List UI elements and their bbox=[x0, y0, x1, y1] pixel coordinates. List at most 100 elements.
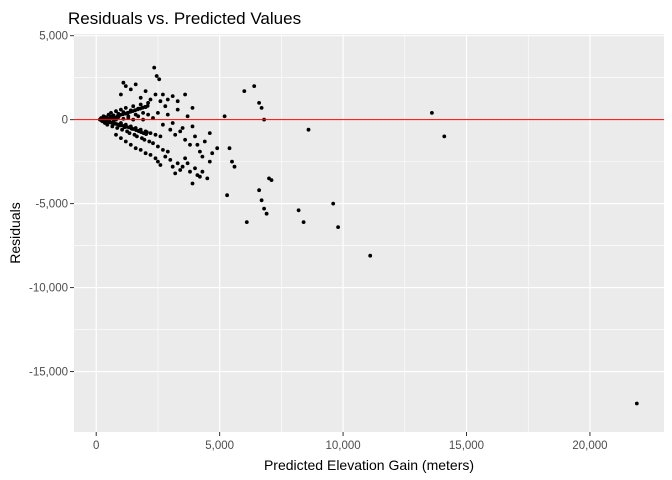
chart-title: Residuals vs. Predicted Values bbox=[68, 9, 301, 28]
plot-panel bbox=[74, 34, 664, 432]
data-point bbox=[123, 84, 128, 88]
data-point bbox=[200, 154, 205, 159]
data-point bbox=[232, 164, 237, 169]
data-point bbox=[145, 104, 150, 108]
data-point bbox=[141, 111, 146, 115]
data-point bbox=[123, 139, 128, 144]
data-point bbox=[148, 131, 153, 136]
data-point bbox=[170, 164, 175, 169]
data-point bbox=[306, 127, 311, 132]
data-point bbox=[215, 146, 220, 151]
data-point bbox=[114, 132, 118, 137]
x-tick-label: 15,000 bbox=[449, 440, 484, 452]
data-point bbox=[170, 121, 175, 125]
data-point bbox=[257, 101, 261, 105]
data-point bbox=[156, 159, 160, 164]
data-point bbox=[157, 77, 162, 82]
data-point bbox=[133, 146, 138, 151]
data-point bbox=[110, 124, 115, 129]
data-point bbox=[336, 225, 340, 230]
data-point bbox=[153, 156, 158, 161]
data-point bbox=[120, 127, 124, 132]
data-point bbox=[156, 144, 160, 149]
data-point bbox=[269, 178, 274, 183]
y-axis-label: Residuals bbox=[7, 202, 23, 263]
data-point bbox=[115, 126, 120, 130]
data-point bbox=[190, 106, 195, 110]
data-point bbox=[368, 253, 373, 258]
data-point bbox=[188, 142, 192, 147]
data-point bbox=[430, 111, 434, 115]
data-point bbox=[168, 158, 173, 162]
data-point bbox=[144, 132, 149, 137]
x-tick-label: 10,000 bbox=[325, 440, 360, 452]
data-point bbox=[143, 89, 148, 93]
data-point bbox=[222, 114, 227, 119]
data-point bbox=[198, 149, 202, 154]
data-point bbox=[138, 102, 143, 107]
data-point bbox=[262, 206, 266, 211]
data-point bbox=[188, 169, 192, 174]
data-point bbox=[158, 134, 163, 139]
data-point bbox=[153, 132, 158, 137]
data-point bbox=[146, 101, 151, 105]
data-point bbox=[296, 208, 301, 213]
y-tick-label: -5,000 bbox=[35, 199, 68, 211]
data-point bbox=[119, 136, 123, 141]
data-point bbox=[259, 198, 264, 203]
x-tick-label: 20,000 bbox=[572, 440, 607, 452]
data-point bbox=[183, 137, 188, 142]
data-point bbox=[202, 139, 207, 144]
data-point bbox=[123, 106, 128, 110]
data-point bbox=[170, 94, 175, 98]
data-point bbox=[142, 137, 147, 142]
data-point bbox=[161, 148, 165, 152]
data-point bbox=[153, 92, 158, 97]
data-point bbox=[119, 92, 123, 97]
data-point bbox=[148, 153, 153, 157]
data-point bbox=[259, 106, 264, 110]
x-tick-label: 0 bbox=[93, 440, 99, 452]
data-point bbox=[119, 107, 123, 112]
data-point bbox=[244, 220, 249, 225]
data-point bbox=[210, 151, 215, 156]
data-point bbox=[301, 220, 306, 225]
data-point bbox=[207, 159, 212, 164]
data-point bbox=[180, 164, 185, 169]
y-axis-ticks: 5,000 0 -5,000 -10,000 -15,000 bbox=[29, 31, 74, 379]
data-point bbox=[138, 95, 143, 100]
data-point bbox=[143, 151, 148, 156]
data-point bbox=[195, 142, 200, 147]
data-point bbox=[178, 168, 183, 172]
data-point bbox=[175, 99, 180, 104]
data-point bbox=[178, 129, 183, 134]
data-point bbox=[131, 104, 136, 109]
y-tick-label: 5,000 bbox=[39, 31, 68, 43]
data-point bbox=[257, 188, 261, 193]
data-point bbox=[109, 111, 113, 115]
data-point bbox=[136, 114, 141, 119]
data-point bbox=[121, 80, 126, 85]
data-point bbox=[173, 132, 178, 137]
data-point bbox=[227, 146, 232, 151]
data-point bbox=[180, 126, 185, 130]
data-point bbox=[147, 139, 152, 144]
data-point bbox=[185, 114, 190, 119]
x-axis-ticks: 0 5,000 10,000 15,000 20,000 bbox=[93, 432, 608, 452]
data-point bbox=[242, 89, 247, 93]
data-point bbox=[173, 171, 178, 176]
data-point bbox=[154, 74, 159, 78]
data-point bbox=[200, 169, 205, 174]
data-point bbox=[264, 211, 269, 216]
data-point bbox=[128, 142, 133, 147]
data-point bbox=[128, 87, 133, 92]
data-point bbox=[225, 193, 230, 198]
data-point bbox=[331, 201, 336, 206]
data-point bbox=[175, 107, 180, 112]
data-point bbox=[165, 149, 170, 154]
data-point bbox=[185, 161, 190, 166]
data-point bbox=[230, 159, 234, 164]
data-point bbox=[165, 112, 170, 117]
data-point bbox=[138, 148, 143, 152]
